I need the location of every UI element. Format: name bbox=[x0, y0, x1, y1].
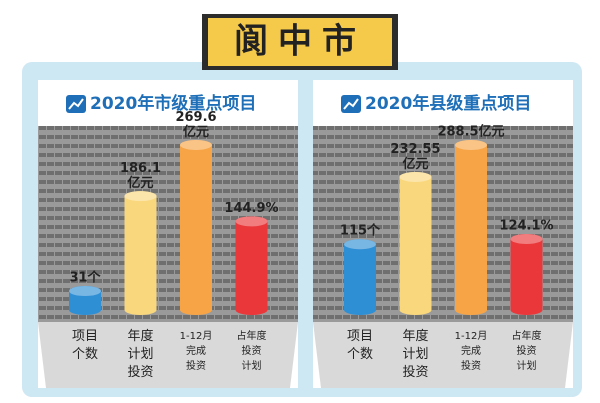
chart-title: 2020年县级重点项目 bbox=[365, 93, 531, 114]
category-label: 占年度投资计划 bbox=[237, 329, 267, 372]
bar-cap bbox=[344, 239, 376, 250]
value-label: 144.9% bbox=[224, 201, 278, 216]
category-label: 项目个数 bbox=[347, 329, 373, 362]
bar bbox=[124, 191, 157, 315]
category-label: 1-12月完成投资 bbox=[180, 330, 213, 372]
title-icon-graph bbox=[343, 98, 359, 110]
value-label: 115个 bbox=[340, 223, 381, 239]
title-box bbox=[208, 18, 392, 66]
value-label: 232.55 亿元 bbox=[390, 141, 440, 171]
bar-cap bbox=[69, 286, 101, 297]
bar-cap bbox=[124, 191, 157, 202]
base-platform bbox=[38, 322, 298, 388]
bar-cap bbox=[510, 234, 543, 245]
value-label: 186.1 亿元 bbox=[120, 161, 161, 191]
category-label: 年度计划投资 bbox=[402, 328, 428, 380]
bar bbox=[180, 140, 212, 315]
value-label: 288.5亿元 bbox=[437, 124, 504, 140]
category-label: 1-12月完成投资 bbox=[455, 330, 488, 372]
value-label: 31个 bbox=[69, 270, 101, 286]
bar bbox=[399, 171, 432, 315]
base-platform bbox=[313, 322, 573, 388]
bar-cap bbox=[235, 216, 268, 227]
value-label: 269.6 亿元 bbox=[175, 110, 216, 140]
page-title: 阆中市 bbox=[234, 22, 366, 62]
category-label: 占年度投资计划 bbox=[512, 329, 542, 372]
bar bbox=[235, 216, 268, 315]
bar bbox=[344, 239, 376, 315]
bar-cap bbox=[180, 140, 212, 150]
bar-cap bbox=[455, 140, 487, 150]
title-icon-graph bbox=[68, 98, 84, 110]
bar-cap bbox=[399, 171, 432, 182]
chart-title: 2020年市级重点项目 bbox=[90, 93, 256, 114]
category-label: 项目个数 bbox=[72, 329, 98, 362]
bar bbox=[510, 234, 543, 315]
value-label: 124.1% bbox=[499, 219, 553, 234]
category-label: 年度计划投资 bbox=[127, 328, 153, 380]
bar bbox=[455, 140, 487, 315]
